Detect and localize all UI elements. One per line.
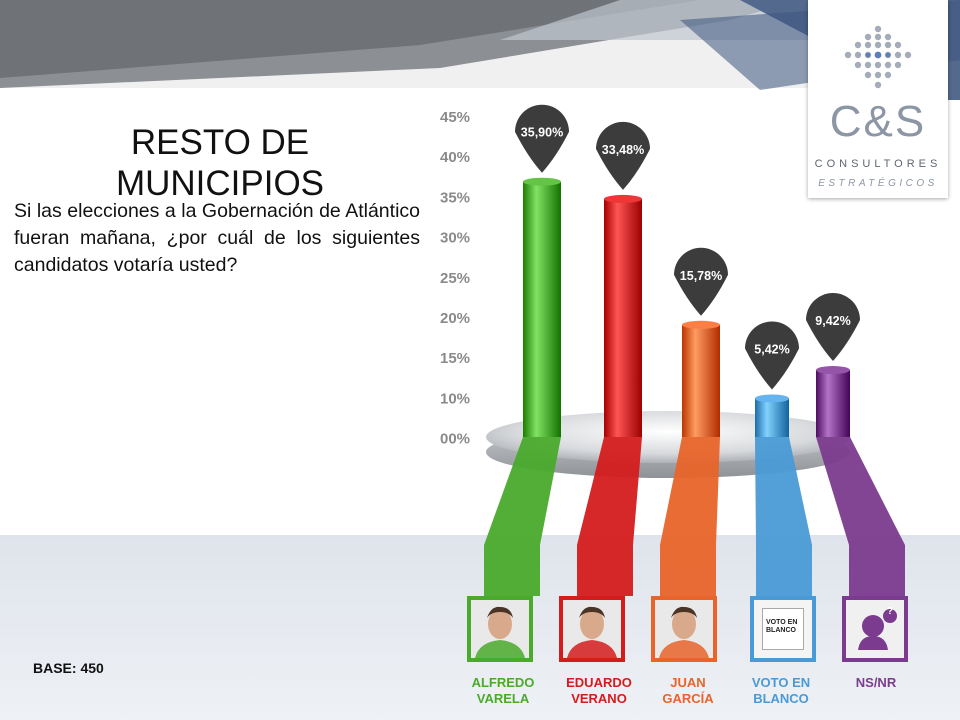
candidate-image: VOTO EN BLANCO: [750, 596, 816, 662]
data-label: 15,78%: [680, 269, 722, 283]
candidate-name: NS/NR: [855, 675, 897, 690]
value-pin-icon: [596, 121, 650, 190]
person-photo-icon: [471, 600, 529, 658]
person-photo-icon: [655, 600, 713, 658]
logo-wordmark: C&S: [829, 97, 927, 146]
ballot-icon: VOTO EN BLANCO: [762, 608, 804, 650]
bar-cap: [755, 394, 789, 403]
value-pin-icon: [806, 293, 860, 362]
y-tick-label: 45%: [440, 109, 470, 126]
y-tick-label: 35%: [440, 189, 470, 206]
data-label: 35,90%: [521, 126, 563, 140]
value-pin-icon: [515, 104, 569, 173]
data-label: 33,48%: [602, 143, 644, 157]
candidate-name: JUAN GARCÍA: [662, 675, 714, 707]
candidate-name: VOTO EN BLANCO: [751, 675, 811, 707]
candidate-image: [467, 596, 533, 662]
bar: [604, 198, 642, 437]
logo-subtitle-2: ESTRATÉGICOS: [818, 178, 938, 189]
y-tick-label: 30%: [440, 230, 470, 247]
bar-cap: [682, 320, 720, 329]
bar-ribbon: [755, 437, 812, 596]
y-tick-label: 10%: [440, 390, 470, 407]
candidate-image: [651, 596, 717, 662]
question-badge: ?: [886, 606, 894, 617]
data-label: 9,42%: [815, 314, 850, 328]
person-photo-icon: [563, 600, 621, 658]
candidate-image: [559, 596, 625, 662]
dots-logo-icon: [844, 25, 912, 89]
candidate-image: ?: [842, 596, 908, 662]
bar-ribbon: [816, 437, 905, 596]
candidate-name: EDUARDO VERANO: [566, 675, 632, 707]
bar-cap: [523, 177, 561, 186]
bar-cap: [604, 194, 642, 203]
ballot-text: VOTO EN BLANCO: [766, 619, 798, 635]
company-logo: C&S CONSULTORES ESTRATÉGICOS: [808, 0, 948, 198]
candidate-name: ALFREDO VARELA: [471, 675, 535, 707]
y-tick-label: 40%: [440, 149, 470, 166]
logo-subtitle-1: CONSULTORES: [814, 158, 942, 170]
value-pin-icon: [745, 321, 799, 390]
value-pin-icon: [674, 247, 728, 316]
y-tick-label: 25%: [440, 270, 470, 287]
bar: [816, 370, 850, 437]
y-tick-label: 20%: [440, 310, 470, 327]
survey-question: Si las elecciones a la Gobernación de At…: [14, 200, 420, 276]
bar-ribbon: [660, 437, 720, 596]
slide-title: RESTO DE MUNICIPIOS: [115, 123, 325, 204]
bar: [523, 181, 561, 437]
y-tick-label: 00%: [440, 431, 470, 448]
bar: [755, 398, 789, 437]
bar-cap: [816, 366, 850, 375]
bar-ribbon: [484, 437, 561, 596]
bar-ribbon: [577, 437, 642, 596]
y-tick-label: 15%: [440, 350, 470, 367]
unknown-person-icon: [846, 600, 904, 658]
data-label: 5,42%: [754, 342, 789, 356]
bar: [682, 324, 720, 437]
sample-base: BASE: 450: [33, 660, 104, 676]
